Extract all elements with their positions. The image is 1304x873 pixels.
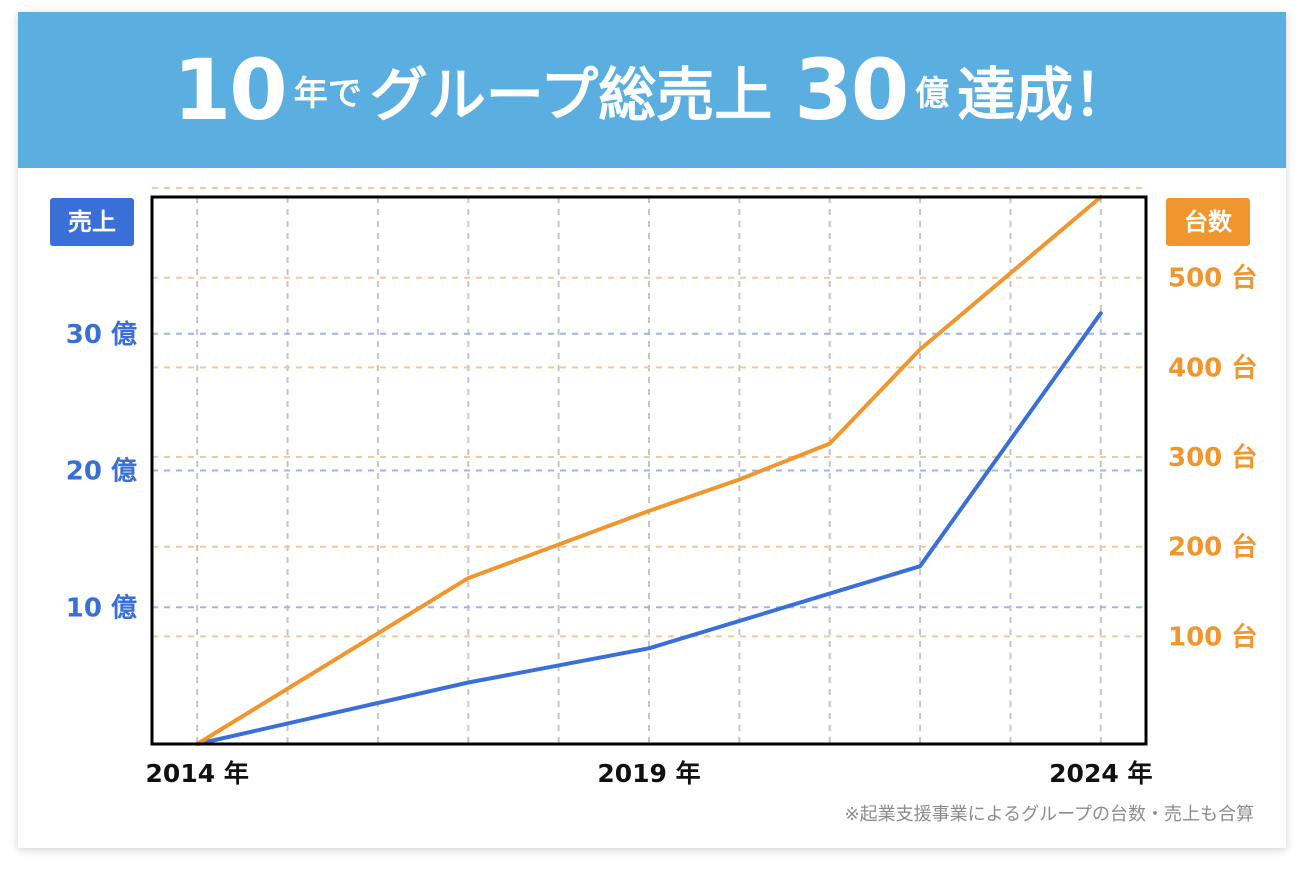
y-left-tick-label: 30 億 — [66, 320, 137, 350]
footnote: ※起業支援事業によるグループの台数・売上も合算 — [844, 804, 1254, 825]
y-right-tick-label: 400 台 — [1168, 352, 1257, 383]
headline-years: 10 — [172, 41, 288, 139]
headline-text-2: グループ総売上 — [369, 61, 773, 129]
y-left-tick-label: 10 億 — [66, 593, 137, 623]
units-axis-tag: 台数 — [1166, 198, 1250, 246]
sales-line — [195, 311, 1103, 746]
headline-amount: 30 — [794, 41, 909, 139]
y-right-tick-label: 500 台 — [1168, 263, 1257, 294]
x-tick-label: 2014 年 — [146, 759, 249, 788]
y-right-tick-label: 100 台 — [1168, 621, 1257, 652]
plot-frame — [150, 195, 1148, 746]
y-right-tick-label: 200 台 — [1168, 532, 1257, 563]
headline-text-1: 年で — [293, 73, 362, 114]
x-tick-label: 2024 年 — [1049, 759, 1152, 788]
headline-unit: 億 — [915, 73, 950, 114]
y-right-tick-label: 300 台 — [1168, 442, 1257, 473]
headline-text-3: 達成！ — [957, 61, 1132, 129]
headline-banner: 10 年で グループ総売上 30 億 達成！ — [18, 12, 1286, 168]
chart-card: 10 年で グループ総売上 30 億 達成！ — [18, 12, 1286, 848]
sales-axis-tag: 売上 — [50, 198, 134, 246]
x-tick-label: 2019 年 — [597, 759, 700, 788]
units-line — [195, 195, 1103, 746]
y-left-tick-label: 20 億 — [66, 457, 137, 487]
